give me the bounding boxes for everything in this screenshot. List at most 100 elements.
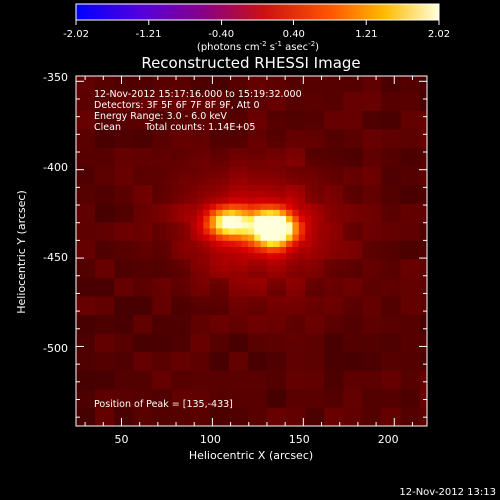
heatmap-cell (158, 376, 166, 384)
heatmap-cell (171, 327, 179, 334)
heatmap-cell (286, 277, 293, 285)
heatmap-cell (368, 357, 376, 365)
heatmap-cell (419, 246, 427, 254)
heatmap-cell (101, 215, 109, 223)
heatmap-cell (190, 265, 198, 272)
heatmap-cell (368, 91, 376, 99)
heatmap-cell (95, 258, 102, 266)
heatmap-cell (356, 203, 363, 210)
heatmap-cell (171, 129, 179, 136)
heatmap-cell (298, 91, 306, 99)
heatmap-cell (336, 401, 344, 408)
heatmap-cell (114, 122, 121, 130)
heatmap-cell (203, 382, 211, 390)
heatmap-cell (196, 172, 204, 179)
heatmap-cell (298, 215, 306, 223)
heatmap-cell (381, 209, 389, 217)
heatmap-cell (152, 141, 160, 148)
heatmap-cell (209, 221, 217, 229)
heatmap-cell (298, 147, 306, 155)
heatmap-cell (165, 419, 172, 426)
heatmap-cell (317, 265, 325, 272)
heatmap-cell (114, 388, 121, 396)
heatmap-cell (413, 296, 421, 303)
heatmap-cell (273, 252, 281, 260)
heatmap-cell (413, 339, 421, 346)
heatmap-cell (375, 370, 382, 377)
heatmap-cell (286, 98, 293, 105)
heatmap-cell (146, 178, 153, 186)
heatmap-cell (362, 197, 370, 204)
heatmap-cell (400, 203, 408, 210)
heatmap-cell (381, 240, 389, 247)
heatmap-cell (120, 296, 128, 303)
heatmap-cell (114, 277, 121, 285)
heatmap-cell (317, 277, 325, 285)
heatmap-cell (266, 215, 274, 223)
heatmap-cell (317, 85, 325, 93)
plot-frame (75, 75, 428, 427)
heatmap-cell (356, 314, 363, 322)
heatmap-cell (305, 277, 312, 285)
heatmap-cell (298, 178, 306, 186)
heatmap-cell (260, 197, 268, 204)
heatmap-cell (279, 320, 287, 328)
heatmap-cell (336, 388, 344, 396)
heatmap-cell (95, 283, 102, 291)
heatmap-cell (387, 351, 395, 359)
heatmap-cell (82, 122, 90, 130)
heatmap-cell (394, 252, 402, 260)
heatmap-cell (241, 184, 249, 192)
heatmap-cell (114, 240, 121, 247)
heatmap-cell (126, 339, 134, 346)
heatmap-cell (247, 116, 255, 124)
heatmap-cell (317, 289, 325, 297)
heatmap-cell (95, 203, 102, 210)
heatmap-cell (279, 339, 287, 346)
heatmap-cell (235, 234, 242, 241)
heatmap-cell (406, 302, 414, 309)
heatmap-cell (381, 190, 389, 198)
heatmap-cell (375, 228, 382, 235)
heatmap-cell (107, 104, 115, 111)
heatmap-cell (101, 153, 109, 161)
heatmap-cell (286, 320, 293, 328)
heatmap-cell (343, 265, 351, 272)
heatmap-cell (419, 129, 427, 136)
heatmap-cell (292, 382, 300, 390)
heatmap-cell (177, 197, 185, 204)
heatmap-cell (330, 215, 338, 223)
heatmap-cell (394, 388, 402, 396)
heatmap-cell (171, 296, 179, 303)
heatmap-cell (311, 320, 319, 328)
heatmap-cell (362, 79, 370, 87)
heatmap-cell (177, 333, 185, 340)
heatmap-cell (349, 308, 357, 316)
heatmap-cell (222, 234, 230, 241)
heatmap-cell (228, 190, 236, 198)
heatmap-cell (362, 147, 370, 155)
heatmap-cell (260, 308, 268, 316)
heatmap-cell (292, 364, 300, 371)
heatmap-cell (196, 197, 204, 204)
heatmap-cell (260, 76, 268, 80)
heatmap-cell (228, 265, 236, 272)
heatmap-cell (260, 172, 268, 179)
heatmap-cell (375, 364, 382, 371)
heatmap-cell (133, 110, 141, 118)
heatmap-cell (298, 302, 306, 309)
heatmap-cell (362, 184, 370, 192)
heatmap-cell (406, 345, 414, 353)
heatmap-cell (216, 166, 223, 173)
heatmap-cell (292, 98, 300, 105)
heatmap-cell (330, 91, 338, 99)
heatmap-cell (330, 246, 338, 254)
heatmap-cell (292, 234, 300, 241)
heatmap-cell (406, 79, 414, 87)
heatmap-cell (107, 370, 115, 377)
heatmap-cell (82, 172, 90, 179)
heatmap-cell (107, 203, 115, 210)
heatmap-cell (356, 76, 363, 80)
heatmap-cell (381, 135, 389, 142)
heatmap-cell (76, 296, 83, 303)
